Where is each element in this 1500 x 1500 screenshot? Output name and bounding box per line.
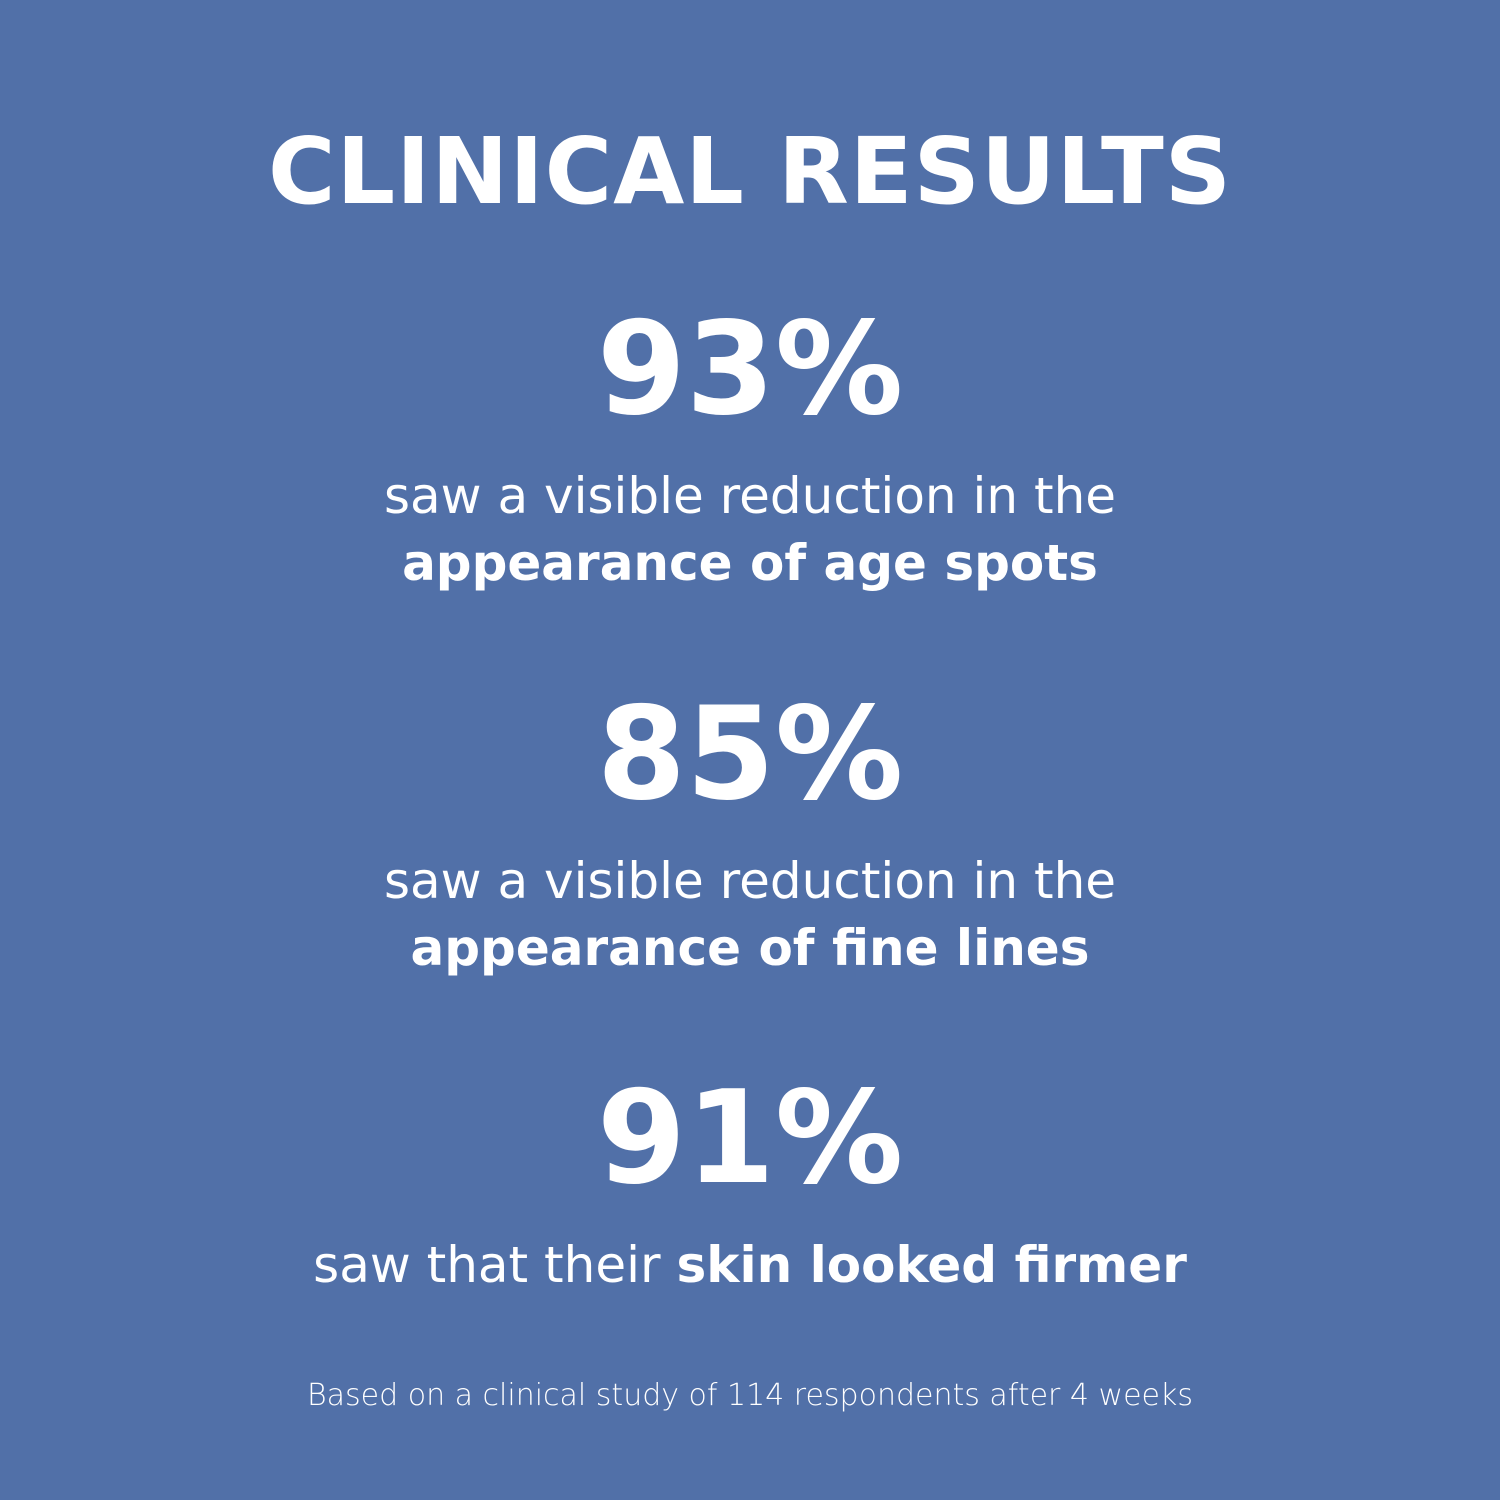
stat-value-fine-lines: 85% bbox=[596, 680, 904, 829]
stat-description-bold: skin looked firmer bbox=[676, 1236, 1187, 1294]
stat-description-bold: appearance of fine lines bbox=[410, 919, 1090, 977]
stat-description: saw that their skin looked firmer bbox=[0, 1236, 1500, 1294]
stat-value-age-spots: 93% bbox=[596, 295, 904, 444]
stat-description: saw a visible reduction in the bbox=[383, 467, 1117, 525]
stat-description-regular: saw that their bbox=[313, 1236, 677, 1294]
stat-description-bold: appearance of age spots bbox=[402, 534, 1098, 592]
stat-value-firmer: 91% bbox=[596, 1064, 904, 1213]
stat-description: saw a visible reduction in the bbox=[383, 852, 1117, 910]
footnote: Based on a clinical study of 114 respond… bbox=[307, 1378, 1193, 1413]
page-title: CLINICAL RESULTS bbox=[267, 118, 1233, 225]
